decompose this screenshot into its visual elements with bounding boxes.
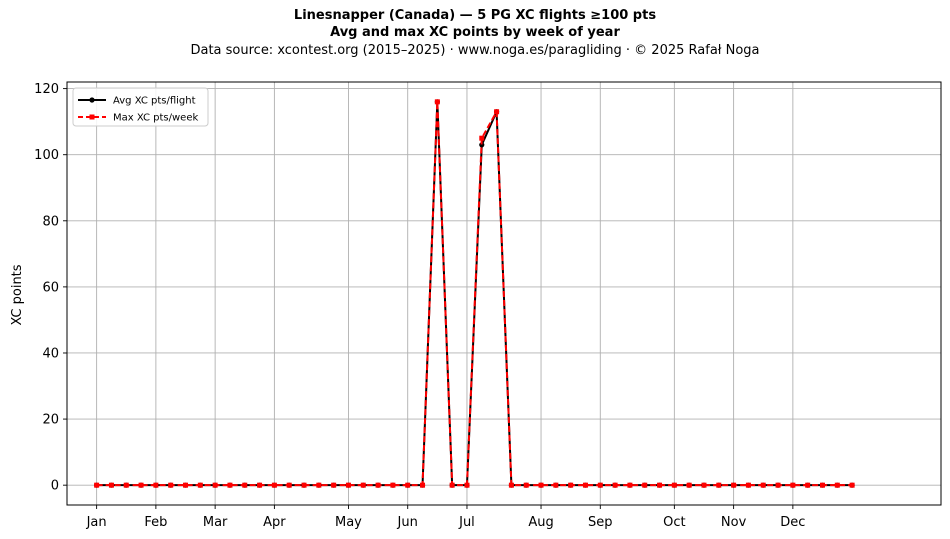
data-point-max — [168, 482, 174, 488]
data-point-max — [538, 482, 544, 488]
y-tick-label: 60 — [42, 280, 59, 295]
data-point-max — [553, 482, 559, 488]
x-tick-label: Aug — [528, 515, 553, 530]
x-tick-label: Sep — [588, 515, 613, 530]
data-point-max — [612, 482, 618, 488]
series-line-max — [96, 100, 853, 487]
x-tick-label: Mar — [203, 515, 228, 530]
data-point-max — [271, 482, 277, 488]
data-point-max — [790, 482, 796, 488]
x-tick-label: Jan — [86, 515, 107, 530]
y-tick-label: 100 — [34, 148, 59, 163]
data-point-max — [597, 482, 603, 488]
data-point-max — [819, 482, 825, 488]
x-tick-label: Jul — [458, 515, 475, 530]
data-point-max — [686, 482, 692, 488]
data-point-max — [420, 482, 426, 488]
y-tick-label: 20 — [42, 413, 59, 428]
data-point-max — [375, 482, 381, 488]
data-point-max — [212, 482, 218, 488]
chart-subtitle: Avg and max XC points by week of year — [330, 25, 620, 40]
data-point-max — [138, 482, 144, 488]
data-point-max — [390, 482, 396, 488]
grid-layer — [67, 82, 941, 505]
data-point-max — [345, 482, 351, 488]
tick-layer: Jan Feb Mar Apr May Jun Jul Aug Sep Oct Nov Dec 0 20 4… — [34, 82, 805, 530]
data-point-max — [775, 482, 781, 488]
x-tick-label: Nov — [721, 515, 747, 530]
data-point-max — [405, 482, 411, 488]
x-tick-label: Feb — [144, 515, 167, 530]
y-tick-label: 80 — [42, 214, 59, 229]
data-point-max — [627, 482, 633, 488]
legend-label: Avg XC pts/flight — [113, 96, 196, 107]
data-point-max — [716, 482, 722, 488]
plot-frame — [66, 81, 942, 506]
data-point-max — [701, 482, 707, 488]
data-point-max — [494, 109, 500, 115]
data-point-max — [316, 482, 322, 488]
x-tick-label: Apr — [263, 515, 286, 530]
data-point-max — [153, 482, 159, 488]
data-point-max — [657, 482, 663, 488]
data-point-max — [760, 482, 766, 488]
x-tick-label: Oct — [663, 515, 685, 530]
axes-frame — [66, 81, 942, 506]
data-point-max — [360, 482, 366, 488]
data-point-max — [301, 482, 307, 488]
data-point-max — [227, 482, 233, 488]
data-point-max — [242, 482, 248, 488]
legend-marker — [89, 97, 95, 103]
data-point-max — [849, 482, 855, 488]
data-point-max — [197, 482, 203, 488]
legend-marker — [89, 114, 95, 120]
y-tick-label: 120 — [34, 82, 59, 97]
data-point-max — [805, 482, 811, 488]
y-axis-label: XC points — [10, 264, 25, 325]
data-point-max — [183, 482, 189, 488]
data-point-max — [94, 482, 100, 488]
data-point-max — [834, 482, 840, 488]
data-point-max — [108, 482, 114, 488]
data-point-max — [479, 135, 485, 141]
data-point-max — [731, 482, 737, 488]
data-point-max — [286, 482, 292, 488]
data-point-max — [671, 482, 677, 488]
data-point-max — [449, 482, 455, 488]
data-point-max — [434, 99, 440, 105]
legend-label: Max XC pts/week — [113, 113, 198, 124]
x-tick-label: May — [335, 515, 362, 530]
data-point-avg — [479, 142, 485, 148]
data-point-max — [123, 482, 129, 488]
data-point-max — [642, 482, 648, 488]
chart-title: Linesnapper (Canada) — 5 PG XC flights ≥… — [293, 8, 657, 23]
data-point-max — [257, 482, 263, 488]
data-point-max — [508, 482, 514, 488]
y-tick-label: 40 — [42, 346, 59, 361]
data-point-max — [745, 482, 751, 488]
series-layer — [94, 99, 855, 488]
y-tick-label: 0 — [51, 479, 59, 494]
data-point-max — [568, 482, 574, 488]
x-tick-label: Dec — [780, 515, 805, 530]
data-point-max — [331, 482, 337, 488]
data-point-max — [582, 482, 588, 488]
data-point-max — [464, 482, 470, 488]
x-tick-label: Jun — [397, 515, 418, 530]
chart-source-note: Data source: xcontest.org (2015–2025) · … — [190, 43, 760, 58]
legend: Avg XC pts/flight Max XC pts/week — [72, 87, 209, 127]
data-point-max — [523, 482, 529, 488]
legend-box — [72, 87, 209, 127]
